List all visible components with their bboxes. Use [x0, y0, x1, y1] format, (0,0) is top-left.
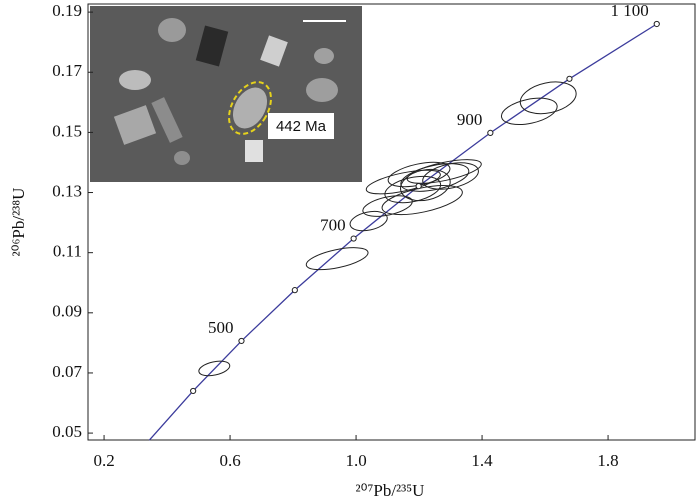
age-label: 900: [457, 110, 483, 129]
age-marker: [190, 387, 197, 395]
age-marker: [350, 235, 357, 242]
crystal: [151, 97, 183, 143]
inset-label-box: [268, 113, 334, 139]
crystal: [260, 35, 288, 67]
x-tick-label: 1.8: [597, 451, 618, 470]
error-ellipse: [305, 247, 369, 271]
y-tick-label: 0.13: [52, 181, 82, 200]
highlight-ellipse: [228, 81, 272, 135]
age-marker: [291, 287, 298, 294]
x-tick-label: 1.0: [345, 451, 366, 470]
age-label: 700: [320, 215, 346, 234]
error-ellipse: [362, 195, 413, 217]
age-label: 1 100: [611, 1, 649, 20]
crystal: [314, 48, 334, 64]
age-label: 500: [208, 318, 234, 337]
y-tick-label: 0.17: [52, 61, 82, 80]
error-ellipse: [500, 97, 558, 126]
error-ellipse: [519, 81, 577, 115]
error-ellipse: [422, 162, 479, 190]
crystal: [232, 87, 268, 129]
inset-label: 442 Ma: [276, 118, 327, 135]
y-tick-label: 0.19: [52, 1, 82, 20]
age-marker: [653, 20, 660, 28]
inset-image: 442 Ma: [90, 6, 362, 182]
x-tick-label: 1.4: [471, 451, 493, 470]
crystal: [245, 140, 263, 162]
plot-frame: [87, 3, 696, 441]
crystal: [119, 70, 151, 90]
crystal: [195, 25, 229, 67]
crystal: [113, 105, 157, 145]
age-marker: [487, 129, 494, 137]
crystal: [306, 78, 338, 102]
age-marker: [238, 337, 245, 345]
y-axis-title: ²⁰⁶Pb/²³⁸U: [9, 188, 28, 257]
y-tick-label: 0.05: [52, 422, 82, 441]
error-ellipse: [384, 175, 442, 204]
y-tick-label: 0.15: [52, 121, 82, 140]
x-tick-label: 0.6: [219, 451, 240, 470]
crystal: [158, 18, 186, 42]
age-marker: [566, 75, 573, 82]
error-ellipse: [349, 210, 388, 232]
crystal: [174, 151, 190, 165]
error-ellipse: [406, 159, 482, 184]
x-axis-title: ²⁰⁷Pb/²³⁵U: [356, 481, 425, 500]
error-ellipse: [365, 169, 441, 195]
y-tick-label: 0.07: [52, 362, 82, 381]
age-marker: [415, 182, 422, 190]
x-tick-label: 0.2: [93, 451, 114, 470]
y-tick-label: 0.09: [52, 302, 82, 321]
error-ellipse: [198, 360, 231, 377]
y-tick-label: 0.11: [53, 242, 82, 261]
